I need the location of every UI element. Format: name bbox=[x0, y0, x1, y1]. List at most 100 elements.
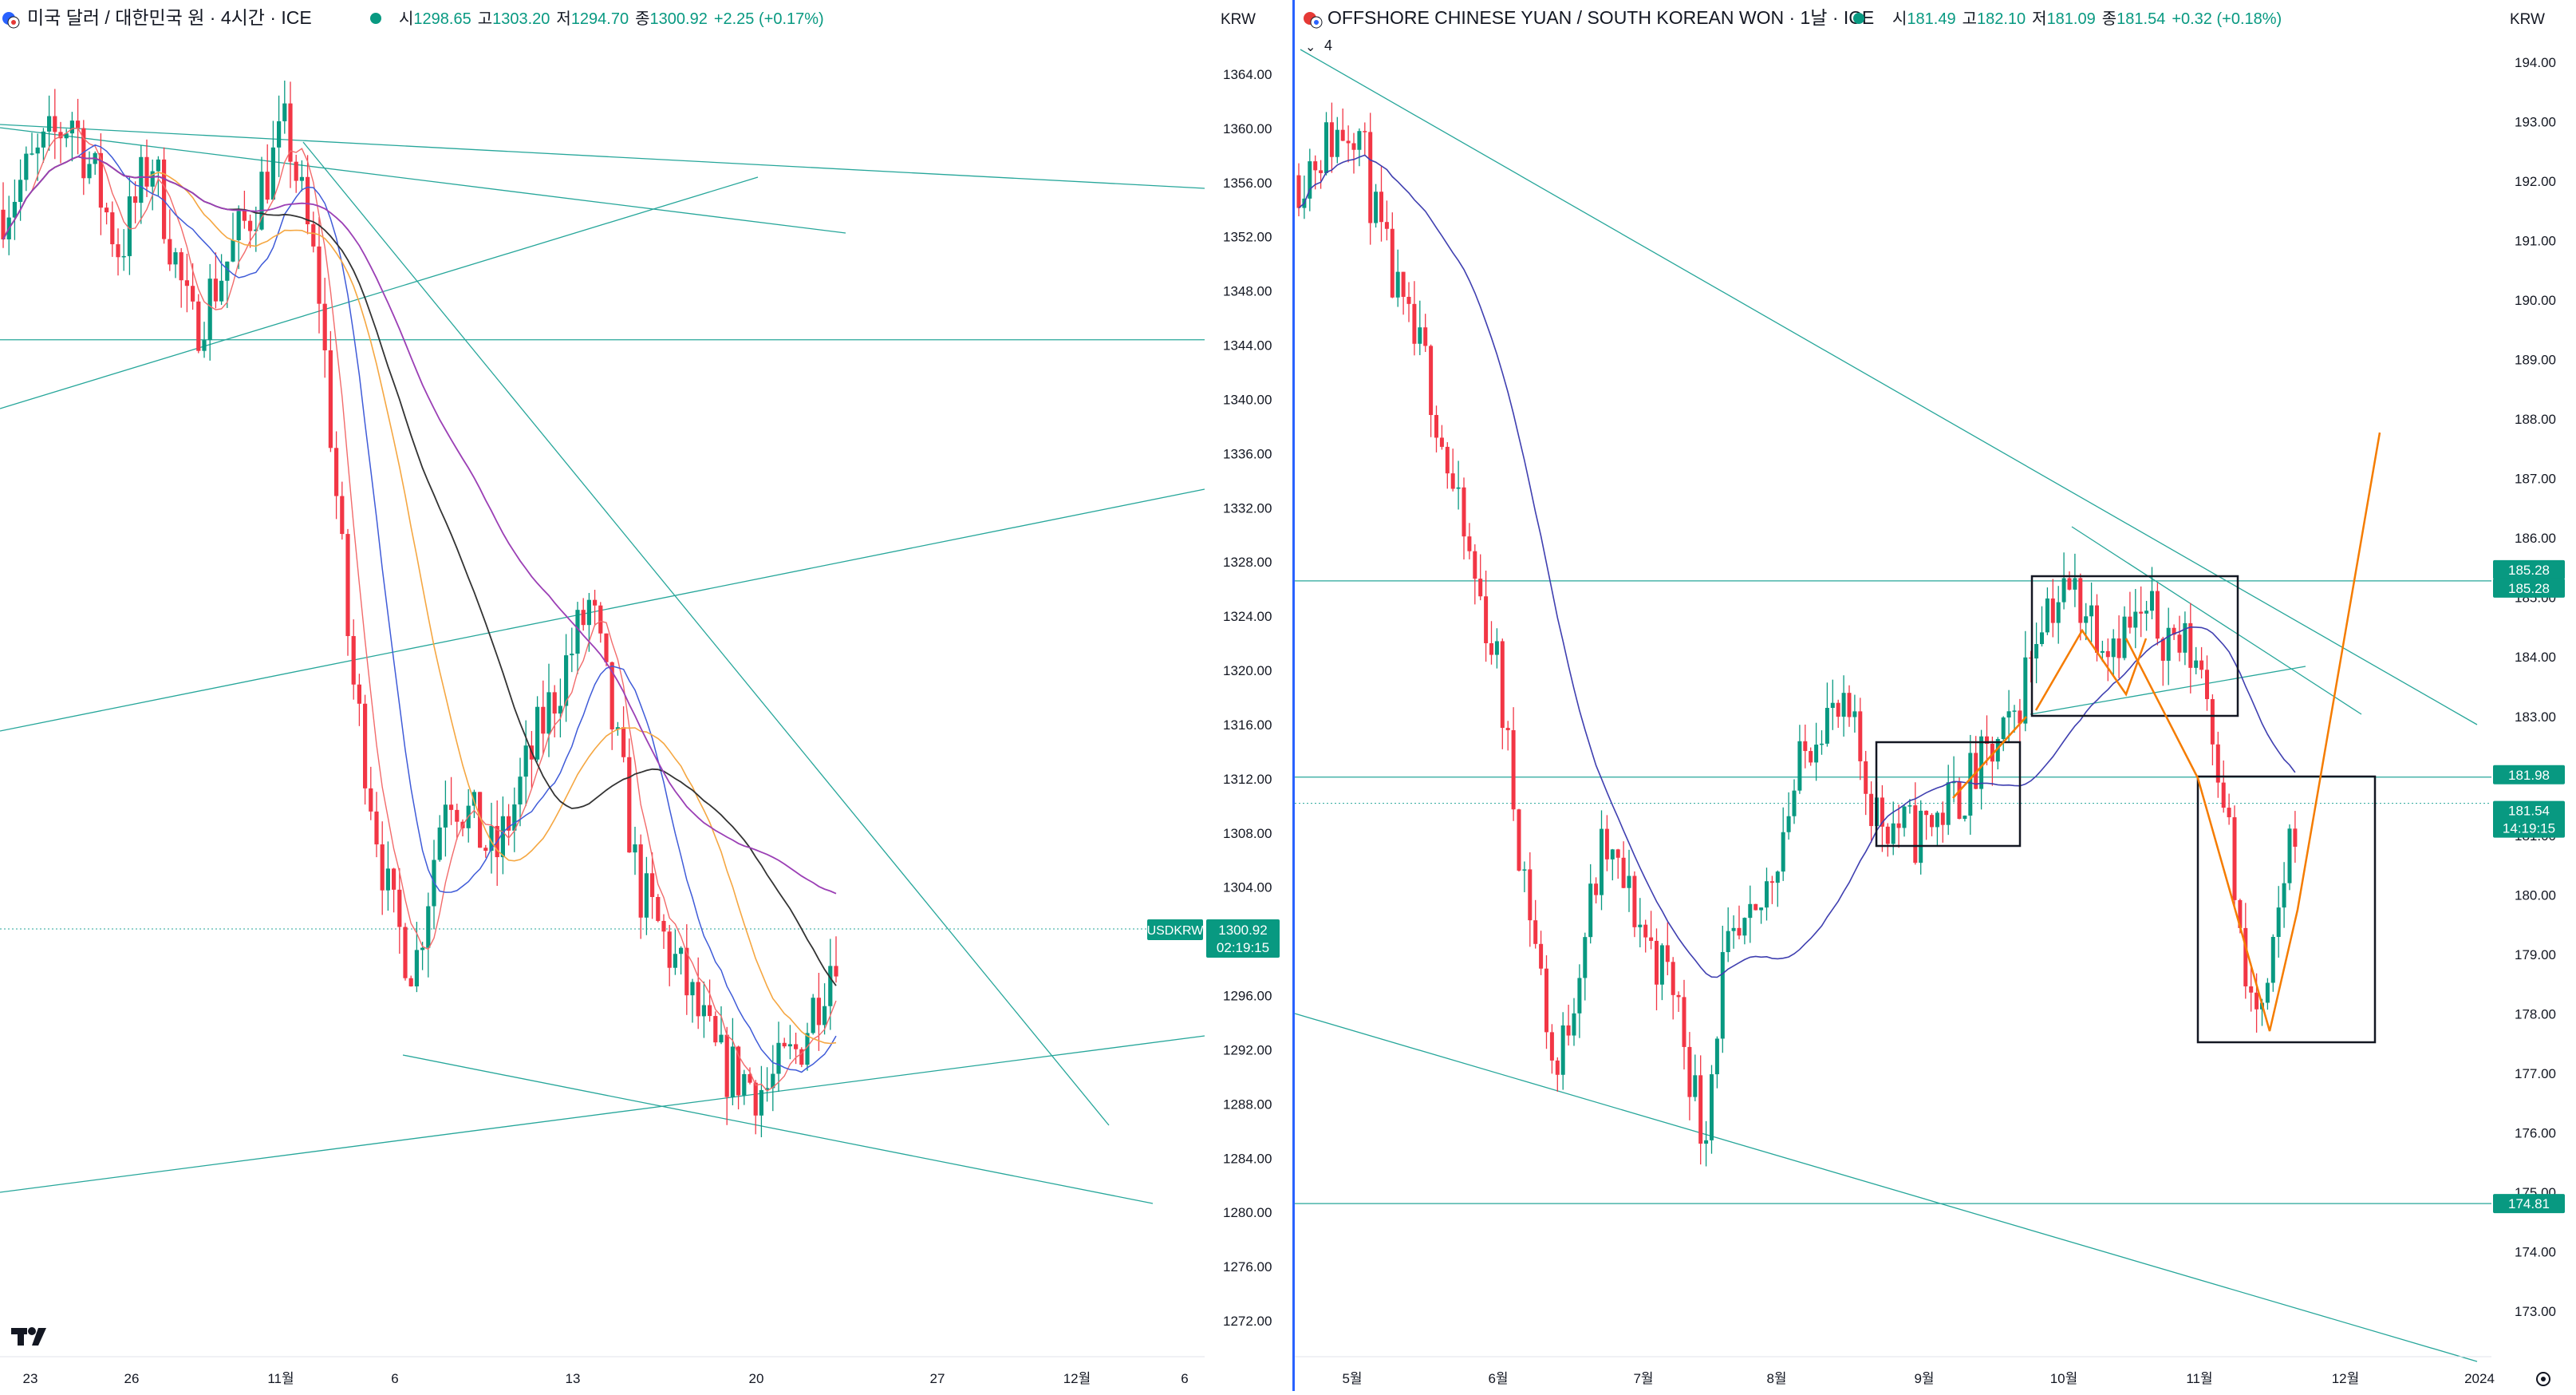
candle-down bbox=[2177, 634, 2182, 653]
candle-up bbox=[69, 121, 74, 134]
candle-down bbox=[552, 692, 557, 714]
left-y-tick-label: 1280.00 bbox=[1223, 1205, 1272, 1220]
candle-down bbox=[816, 998, 821, 1026]
candle-up bbox=[2166, 627, 2171, 661]
candle-up bbox=[1830, 702, 1835, 709]
candle-up bbox=[127, 196, 132, 256]
candle-down bbox=[656, 897, 661, 921]
right-chart-pane[interactable]: 194.00 193.00 192.00 191.00 190.00 189.00 188.… bbox=[1294, 0, 2576, 1391]
candle-down bbox=[1615, 849, 1620, 858]
candle-up bbox=[1357, 131, 1362, 150]
candle-down bbox=[1450, 473, 1455, 489]
candle-down bbox=[1517, 809, 1521, 871]
candle-down bbox=[1896, 823, 1901, 828]
candle-down bbox=[179, 252, 183, 281]
candle-down bbox=[478, 792, 483, 848]
left-y-tick-label: 1276.00 bbox=[1223, 1259, 1272, 1274]
candle-down bbox=[1319, 170, 1324, 173]
candle-up bbox=[2265, 982, 2270, 1003]
candle-up bbox=[1374, 192, 1379, 223]
candle-down bbox=[1511, 729, 1516, 810]
right-currency-label[interactable]: KRW bbox=[2510, 11, 2545, 28]
pane-divider[interactable] bbox=[1292, 0, 1295, 1391]
left-chart-pane[interactable]: 1364.00 1360.00 1356.00 1352.00 1348.00 1344.… bbox=[0, 0, 1292, 1391]
candle-up bbox=[1710, 1074, 1714, 1140]
candle-down bbox=[1566, 1025, 1571, 1036]
candle-up bbox=[282, 103, 287, 121]
trendline bbox=[0, 124, 1205, 189]
candle-down bbox=[1544, 968, 1548, 1033]
candle-up bbox=[1775, 871, 1780, 883]
right-price-axis[interactable] bbox=[2491, 0, 2576, 1391]
ma-blue-line bbox=[2, 144, 837, 1073]
candle-down bbox=[1423, 327, 1428, 346]
candle-down bbox=[1594, 883, 1599, 895]
candle-down bbox=[621, 727, 626, 757]
pattern-box bbox=[2030, 575, 2239, 717]
settings-gear-icon[interactable] bbox=[2536, 1372, 2550, 1386]
candle-up bbox=[2100, 650, 2105, 653]
candle-up bbox=[64, 133, 69, 139]
projection-line bbox=[1952, 716, 2027, 799]
candle-down bbox=[483, 848, 488, 852]
left-price-axis[interactable] bbox=[1205, 0, 1292, 1391]
candle-up bbox=[47, 116, 52, 132]
candle-down bbox=[1676, 994, 1681, 998]
candle-up bbox=[811, 998, 815, 1033]
candle-up bbox=[759, 1089, 763, 1116]
candle-up bbox=[1963, 816, 1967, 820]
tradingview-logo[interactable] bbox=[11, 1327, 46, 1346]
candle-down bbox=[581, 610, 586, 626]
price-tag-label: 181.98 bbox=[2508, 768, 2550, 783]
candle-up bbox=[771, 1073, 775, 1089]
candle-down bbox=[2139, 611, 2144, 614]
candle-down bbox=[144, 156, 149, 187]
candle-up bbox=[690, 982, 695, 996]
candle-down bbox=[2188, 622, 2193, 668]
right-symbol-title[interactable]: OFFSHORE CHINESE YUAN / SOUTH KOREAN WON… bbox=[1327, 7, 1874, 28]
candle-down bbox=[1, 209, 6, 239]
candle-down bbox=[1924, 810, 1929, 816]
candle-down bbox=[191, 286, 195, 302]
candle-up bbox=[24, 153, 29, 180]
candle-up bbox=[156, 159, 160, 172]
candle-down bbox=[2078, 578, 2083, 623]
candle-up bbox=[518, 777, 523, 805]
right-y-tick-label: 174.00 bbox=[2515, 1244, 2556, 1259]
candle-down bbox=[1753, 903, 1758, 911]
candle-up bbox=[1588, 883, 1593, 938]
left-y-tick-label: 1284.00 bbox=[1223, 1151, 1272, 1166]
left-y-tick-label: 1336.00 bbox=[1223, 446, 1272, 461]
left-y-tick-label: 1292.00 bbox=[1223, 1042, 1272, 1057]
ma-purple-line bbox=[2, 156, 837, 895]
candle-down bbox=[834, 966, 838, 977]
candle-up bbox=[1748, 903, 1753, 919]
svg-text:USDKRW: USDKRW bbox=[1147, 924, 1205, 938]
candle-down bbox=[322, 303, 327, 350]
candle-up bbox=[673, 954, 677, 968]
candle-up bbox=[207, 279, 212, 341]
candle-down bbox=[1737, 927, 1742, 936]
candle-down bbox=[1489, 642, 1493, 655]
candle-up bbox=[1797, 741, 1802, 791]
candle-up bbox=[225, 261, 230, 281]
candle-down bbox=[288, 103, 293, 162]
left-symbol-title[interactable]: 미국 달러 / 대한민국 원 · 4시간 · ICE bbox=[27, 7, 312, 28]
candle-down bbox=[1803, 741, 1808, 752]
candle-up bbox=[1765, 881, 1769, 908]
price-tag-label: 181.54 bbox=[2508, 804, 2550, 819]
candle-down bbox=[53, 116, 57, 132]
indicators-toggle[interactable]: ⌄ 4 bbox=[1305, 38, 1332, 54]
candle-up bbox=[546, 692, 551, 734]
candle-down bbox=[1682, 997, 1686, 1047]
candle-up bbox=[2012, 710, 2017, 712]
candle-down bbox=[2238, 899, 2243, 928]
left-currency-label[interactable]: KRW bbox=[1221, 11, 1256, 28]
candle-up bbox=[2045, 598, 2049, 633]
candle-up bbox=[2150, 591, 2154, 611]
candle-down bbox=[351, 636, 356, 685]
right-x-tick-label: 8월 bbox=[1766, 1371, 1786, 1386]
candle-down bbox=[1478, 579, 1483, 597]
chevron-down-icon[interactable]: ⌄ bbox=[1305, 41, 1316, 54]
